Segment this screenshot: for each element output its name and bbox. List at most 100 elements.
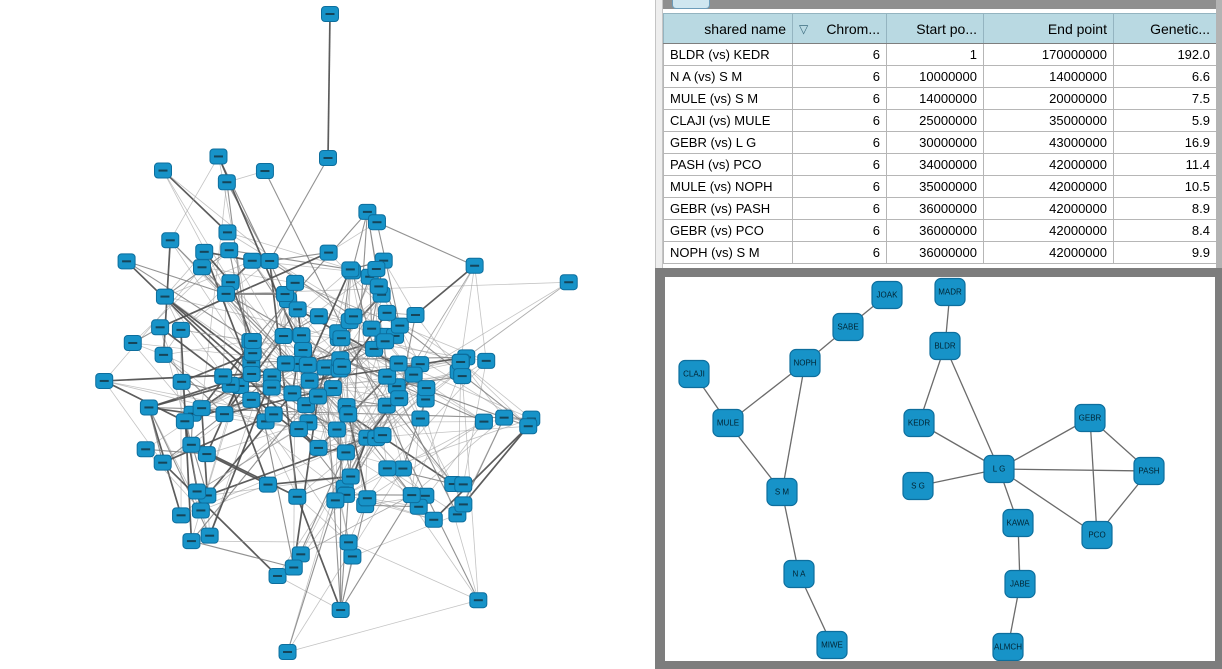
network-node[interactable]: [294, 342, 313, 359]
cell-shared_name[interactable]: MULE (vs) S M: [663, 87, 793, 110]
table-row[interactable]: GEBR (vs) L G 6 30000000 43000000 16.9: [663, 131, 1217, 154]
column-header-genetic_distance[interactable]: Genetic...: [1113, 13, 1217, 44]
network-node-madr[interactable]: MADR: [934, 277, 966, 307]
network-node[interactable]: [155, 288, 174, 305]
network-edge[interactable]: [460, 265, 476, 363]
network-node[interactable]: [362, 320, 381, 337]
network-edge[interactable]: [398, 363, 421, 419]
network-node[interactable]: [288, 301, 307, 318]
network-node[interactable]: [393, 460, 412, 477]
network-node-bldr[interactable]: BLDR: [929, 331, 961, 361]
cell-start_position[interactable]: 25000000: [886, 109, 984, 132]
network-edge[interactable]: [287, 599, 479, 653]
node-shape[interactable]: [934, 277, 966, 307]
cell-start_position[interactable]: 36000000: [886, 241, 984, 264]
network-node[interactable]: [286, 274, 305, 291]
network-edge[interactable]: [340, 358, 485, 423]
network-edge[interactable]: [419, 265, 475, 365]
node-shape[interactable]: [903, 408, 935, 438]
network-edge[interactable]: [164, 296, 342, 339]
network-edge-gebr-pco[interactable]: [1089, 417, 1098, 536]
network-edge[interactable]: [414, 265, 476, 316]
cell-genetic_distance[interactable]: 11.4: [1113, 153, 1217, 176]
cell-start_position[interactable]: 1: [886, 43, 984, 66]
network-edge[interactable]: [169, 156, 219, 241]
edge-table[interactable]: shared name ▽ Chrom... Start po... End point…: [663, 13, 1217, 264]
network-edge[interactable]: [327, 13, 331, 159]
network-node[interactable]: [390, 390, 409, 407]
cell-start_position[interactable]: 36000000: [886, 197, 984, 220]
network-edge[interactable]: [126, 260, 227, 295]
table-row[interactable]: BLDR (vs) KEDR 6 1 170000000 192.0: [663, 43, 1217, 66]
network-edge[interactable]: [340, 494, 413, 611]
cell-shared_name[interactable]: PASH (vs) PCO: [663, 153, 793, 176]
network-node[interactable]: [309, 308, 328, 325]
network-node[interactable]: [465, 257, 484, 274]
network-node[interactable]: [172, 507, 191, 524]
node-shape[interactable]: [789, 348, 821, 378]
network-edge[interactable]: [367, 425, 529, 439]
network-edge[interactable]: [180, 329, 193, 542]
network-edge[interactable]: [163, 354, 225, 415]
cell-genetic_distance[interactable]: 10.5: [1113, 175, 1217, 198]
network-node[interactable]: [161, 232, 180, 249]
network-node[interactable]: [332, 358, 351, 375]
network-node-pash[interactable]: PASH: [1133, 456, 1165, 486]
network-node[interactable]: [402, 487, 421, 504]
cell-start_position[interactable]: 30000000: [886, 131, 984, 154]
column-header-end_point[interactable]: End point: [983, 13, 1114, 44]
network-edge[interactable]: [251, 260, 383, 436]
network-node[interactable]: [316, 359, 335, 376]
network-edge[interactable]: [462, 425, 529, 505]
network-edge[interactable]: [163, 354, 347, 496]
cell-start_position[interactable]: 34000000: [886, 153, 984, 176]
main-network-canvas[interactable]: [0, 0, 655, 669]
network-edge[interactable]: [287, 299, 454, 485]
network-node[interactable]: [220, 242, 239, 259]
network-edge[interactable]: [228, 250, 347, 453]
network-edge[interactable]: [460, 361, 529, 427]
network-node[interactable]: [283, 385, 302, 402]
network-edge[interactable]: [269, 252, 329, 262]
network-node[interactable]: [309, 439, 328, 456]
network-edge[interactable]: [376, 221, 475, 267]
cell-start_position[interactable]: 36000000: [886, 219, 984, 242]
network-node[interactable]: [451, 353, 470, 370]
network-node[interactable]: [276, 355, 295, 372]
network-edge[interactable]: [433, 425, 529, 521]
network-edge[interactable]: [383, 260, 416, 316]
network-node-pco[interactable]: PCO: [1081, 520, 1113, 550]
network-edge[interactable]: [385, 340, 462, 362]
cell-start_position[interactable]: 35000000: [886, 175, 984, 198]
cell-shared_name[interactable]: CLAJI (vs) MULE: [663, 109, 793, 132]
network-node[interactable]: [243, 252, 262, 269]
network-edge-bldr-l-g[interactable]: [944, 345, 1000, 470]
node-shape[interactable]: [678, 359, 710, 389]
network-node[interactable]: [195, 243, 214, 260]
cell-shared_name[interactable]: GEBR (vs) PCO: [663, 219, 793, 242]
network-node[interactable]: [264, 406, 283, 423]
cell-genetic_distance[interactable]: 192.0: [1113, 43, 1217, 66]
table-row[interactable]: NOPH (vs) S M 6 36000000 42000000 9.9: [663, 241, 1217, 264]
network-node[interactable]: [284, 559, 303, 576]
network-node[interactable]: [469, 592, 488, 609]
network-edge[interactable]: [348, 541, 479, 601]
table-row[interactable]: N A (vs) S M 6 10000000 14000000 6.6: [663, 65, 1217, 88]
network-edge[interactable]: [345, 376, 388, 453]
node-shape[interactable]: [983, 454, 1015, 484]
node-shape[interactable]: [1081, 520, 1113, 550]
node-shape[interactable]: [929, 331, 961, 361]
network-node[interactable]: [378, 304, 397, 321]
network-node[interactable]: [217, 174, 236, 191]
network-node[interactable]: [454, 496, 473, 513]
cell-genetic_distance[interactable]: 8.9: [1113, 197, 1217, 220]
network-node-jabe[interactable]: JABE: [1004, 569, 1036, 599]
cell-shared_name[interactable]: GEBR (vs) PASH: [663, 197, 793, 220]
network-node[interactable]: [117, 253, 136, 270]
network-node[interactable]: [519, 418, 538, 435]
cell-start_position[interactable]: 14000000: [886, 87, 984, 110]
network-edge[interactable]: [148, 383, 231, 409]
cell-start_position[interactable]: 10000000: [886, 65, 984, 88]
cell-genetic_distance[interactable]: 9.9: [1113, 241, 1217, 264]
network-edge[interactable]: [267, 475, 351, 486]
